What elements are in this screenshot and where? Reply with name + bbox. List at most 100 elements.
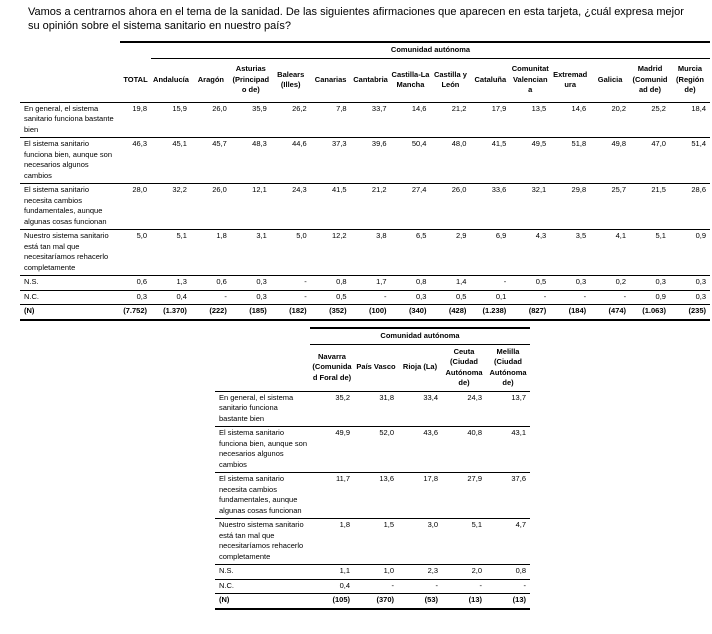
cell-value: 49,8 <box>590 137 631 184</box>
cell-value: 41,5 <box>470 137 511 184</box>
cell-value: - <box>510 290 551 305</box>
cell-value: 0,5 <box>430 290 471 305</box>
row-label: En general, el sistema sanitario funcion… <box>20 102 120 138</box>
cell-value: 49,5 <box>510 137 551 184</box>
cell-value: 0,1 <box>470 290 511 305</box>
column-header: Rioja (La) <box>398 344 442 392</box>
cell-value: 13,7 <box>486 391 530 427</box>
cell-value: (1.238) <box>470 304 511 321</box>
table-row: El sistema sanitario necesita cambios fu… <box>215 472 530 519</box>
cell-value: (428) <box>430 304 471 321</box>
cell-value: 0,9 <box>630 290 670 305</box>
cell-value: (105) <box>310 593 354 610</box>
cell-value: (185) <box>230 304 271 321</box>
column-header: Madrid (Comunidad de) <box>630 58 670 103</box>
cell-value: 41,5 <box>310 183 351 230</box>
cell-value: 3,0 <box>398 518 442 565</box>
cell-value: 1,7 <box>350 275 391 291</box>
cell-value: 13,6 <box>354 472 398 519</box>
cell-value: 51,4 <box>669 137 710 184</box>
cell-value: 1,0 <box>354 564 398 580</box>
cell-value: (235) <box>669 304 710 321</box>
cell-value: 51,8 <box>550 137 591 184</box>
cell-value: 5,1 <box>630 229 670 276</box>
cell-value: 5,1 <box>151 229 191 276</box>
column-header: Navarra (Comunidad Foral de) <box>310 344 354 392</box>
cell-value: (13) <box>486 593 530 610</box>
cell-value: 32,1 <box>510 183 551 230</box>
cell-value: 0,5 <box>510 275 551 291</box>
cell-value: 31,8 <box>354 391 398 427</box>
table-row: N.S. 1,1 1,0 2,3 2,0 0,8 <box>215 564 530 580</box>
group-header: Comunidad autónoma <box>310 327 530 345</box>
cell-value: - <box>270 275 311 291</box>
columns-header-row: TOTAL Andalucía Aragón Asturias (Principado… <box>20 58 710 103</box>
cell-value: (100) <box>350 304 391 321</box>
cell-value: (182) <box>270 304 311 321</box>
cell-value: 25,2 <box>630 102 670 138</box>
cell-value: 0,3 <box>390 290 431 305</box>
row-label: N.S. <box>20 275 120 291</box>
row-label: N.C. <box>215 579 310 594</box>
cell-value: 12,2 <box>310 229 351 276</box>
cell-value: (1.063) <box>630 304 670 321</box>
cell-value: 26,0 <box>430 183 471 230</box>
cell-value: 44,6 <box>270 137 311 184</box>
cell-value: 33,7 <box>350 102 391 138</box>
cell-value: 19,8 <box>120 102 151 138</box>
cell-value: 4,1 <box>590 229 631 276</box>
cell-value: 0,6 <box>190 275 231 291</box>
cell-value: (474) <box>590 304 631 321</box>
cell-value: 3,1 <box>230 229 271 276</box>
cell-value: 5,0 <box>120 229 151 276</box>
table-row: N.S. 0,6 1,3 0,6 0,3-0,8 1,7 0,8 1,4-0,5 0,3 0,2 0… <box>20 275 710 291</box>
column-header: Galicia <box>590 58 631 103</box>
cell-value: 6,5 <box>390 229 431 276</box>
cell-value: 1,4 <box>430 275 471 291</box>
column-header: Andalucía <box>151 58 191 103</box>
cell-value: 25,7 <box>590 183 631 230</box>
cell-value: 40,8 <box>442 426 486 473</box>
cell-value: - <box>590 290 631 305</box>
cell-value: 27,4 <box>390 183 431 230</box>
cell-value: 0,3 <box>550 275 591 291</box>
cell-value: 48,3 <box>230 137 271 184</box>
row-label: Nuestro sistema sanitario está tan mal q… <box>20 229 120 276</box>
table-row: En general, el sistema sanitario funcion… <box>20 102 710 138</box>
cell-value: 0,8 <box>310 275 351 291</box>
row-label: Nuestro sistema sanitario está tan mal q… <box>215 518 310 565</box>
cell-value: - <box>470 275 511 291</box>
label-column-header <box>20 58 120 103</box>
table-body: En general, el sistema sanitario funcion… <box>20 102 710 321</box>
column-header: TOTAL <box>120 58 151 103</box>
question-title: Vamos a centrarnos ahora en el tema de l… <box>28 6 684 32</box>
row-label: En general, el sistema sanitario funcion… <box>215 391 310 427</box>
row-label: (N) <box>20 304 120 321</box>
cell-value: - <box>350 290 391 305</box>
cell-value: 17,8 <box>398 472 442 519</box>
cell-value: (53) <box>398 593 442 610</box>
cell-value: 43,6 <box>398 426 442 473</box>
cell-value: 26,0 <box>190 102 231 138</box>
cell-value: 26,2 <box>270 102 311 138</box>
cell-value: 1,3 <box>151 275 191 291</box>
group-header: Comunidad autónoma <box>151 41 710 59</box>
table-row: En general, el sistema sanitario funcion… <box>215 391 530 427</box>
cell-value: (222) <box>190 304 231 321</box>
cell-value: 21,2 <box>350 183 391 230</box>
cell-value: 0,3 <box>669 275 710 291</box>
column-header: Asturias (Principado de) <box>230 58 271 103</box>
cell-value: 15,9 <box>151 102 191 138</box>
row-label: N.S. <box>215 564 310 580</box>
cell-value: 0,4 <box>151 290 191 305</box>
cell-value: 11,7 <box>310 472 354 519</box>
column-header: Comunitat Valenciana <box>510 58 551 103</box>
cell-value: 21,2 <box>430 102 471 138</box>
column-header: Castilla y León <box>430 58 471 103</box>
cell-value: - <box>550 290 591 305</box>
cell-value: 21,5 <box>630 183 670 230</box>
cell-value: 35,9 <box>230 102 271 138</box>
cell-value: 0,3 <box>230 275 271 291</box>
columns-header-row: Navarra (Comunidad Foral de) País Vasco Ri… <box>215 344 530 392</box>
cell-value: 1,5 <box>354 518 398 565</box>
